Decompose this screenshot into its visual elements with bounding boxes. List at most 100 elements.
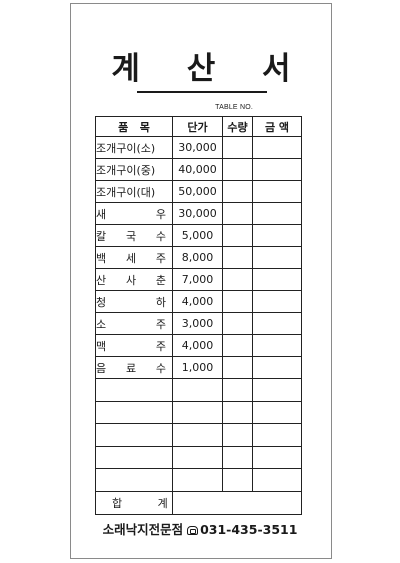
item-price: 4,000 <box>172 334 223 357</box>
total-row: 합 계 <box>95 490 302 515</box>
item-name-char: 새 <box>96 207 107 221</box>
item-amount-cell[interactable] <box>252 202 302 225</box>
item-amount-cell[interactable] <box>252 268 302 291</box>
item-amount-cell[interactable] <box>252 334 302 357</box>
blank-cell[interactable] <box>172 468 223 492</box>
item-price: 7,000 <box>172 268 223 291</box>
blank-cell[interactable] <box>95 445 173 469</box>
blank-row <box>95 468 302 492</box>
item-qty-cell[interactable] <box>222 202 253 225</box>
item-amount-cell[interactable] <box>252 224 302 247</box>
total-amount-cell[interactable] <box>172 490 302 515</box>
item-row: 맥 주 4,000 <box>95 334 302 357</box>
blank-cell[interactable] <box>172 445 223 469</box>
blank-cell[interactable] <box>172 378 223 402</box>
item-name-char: 주 <box>155 251 166 265</box>
item-amount-cell[interactable] <box>252 312 302 335</box>
item-name: 조개구이(소) <box>95 136 173 159</box>
blank-cell[interactable] <box>222 400 253 424</box>
item-price: 8,000 <box>172 246 223 269</box>
item-name-char: 맥 <box>96 339 107 353</box>
header-qty: 수량 <box>222 116 253 137</box>
blank-cell[interactable] <box>222 445 253 469</box>
item-qty-cell[interactable] <box>222 136 253 159</box>
item-qty-cell[interactable] <box>222 268 253 291</box>
blank-cell[interactable] <box>95 468 173 492</box>
blank-row <box>95 423 302 447</box>
item-row: 백 세 주 8,000 <box>95 246 302 269</box>
item-name: 조개구이(대) <box>95 180 173 203</box>
header-row: 품 목 단가 수량 금 액 <box>95 116 302 137</box>
item-qty-cell[interactable] <box>222 224 253 247</box>
item-qty-cell[interactable] <box>222 158 253 181</box>
item-qty-cell[interactable] <box>222 180 253 203</box>
item-name-char: 주 <box>155 339 166 353</box>
item-qty-cell[interactable] <box>222 334 253 357</box>
table-number-label: TABLE NO. <box>215 104 253 111</box>
item-qty-cell[interactable] <box>222 290 253 313</box>
blank-cell[interactable] <box>252 423 302 447</box>
blank-cell[interactable] <box>95 400 173 424</box>
item-name-char: 수 <box>155 361 166 375</box>
item-price: 30,000 <box>172 202 223 225</box>
bill-title: 계 산 서 <box>111 51 309 87</box>
item-name-char: 칼 <box>96 229 107 243</box>
blank-cell[interactable] <box>252 445 302 469</box>
item-name-char: 료 <box>125 361 137 375</box>
item-price: 30,000 <box>172 136 223 159</box>
item-amount-cell[interactable] <box>252 136 302 159</box>
blank-cell[interactable] <box>95 378 173 402</box>
footer: 소래낙지전문점 031-435-3511 <box>60 519 340 538</box>
item-amount-cell[interactable] <box>252 356 302 379</box>
blank-cell[interactable] <box>222 468 253 492</box>
item-price: 5,000 <box>172 224 223 247</box>
blank-cell[interactable] <box>252 468 302 492</box>
item-row: 조개구이(소) 30,000 <box>95 136 302 159</box>
item-name-char: 산 <box>96 273 107 287</box>
item-qty-cell[interactable] <box>222 356 253 379</box>
item-row: 칼 국 수 5,000 <box>95 224 302 247</box>
item-price: 40,000 <box>172 158 223 181</box>
blank-cell[interactable] <box>172 400 223 424</box>
item-amount-cell[interactable] <box>252 180 302 203</box>
item-amount-cell[interactable] <box>252 290 302 313</box>
item-name: 조개구이(중) <box>95 158 173 181</box>
item-name-char: 국 <box>125 229 137 243</box>
blank-cell[interactable] <box>252 378 302 402</box>
header-amount: 금 액 <box>252 116 302 137</box>
blank-cell[interactable] <box>95 423 173 447</box>
item-row: 소 주 3,000 <box>95 312 302 335</box>
item-amount-cell[interactable] <box>252 246 302 269</box>
blank-row <box>95 378 302 402</box>
header-item: 품 목 <box>95 116 173 137</box>
item-row: 조개구이(중) 40,000 <box>95 158 302 181</box>
item-qty-cell[interactable] <box>222 246 253 269</box>
item-name-char: 세 <box>125 251 137 265</box>
item-amount-cell[interactable] <box>252 158 302 181</box>
blank-cell[interactable] <box>172 423 223 447</box>
item-row: 음 료 수 1,000 <box>95 356 302 379</box>
blank-cell[interactable] <box>222 378 253 402</box>
item-row: 청 하 4,000 <box>95 290 302 313</box>
item-price: 3,000 <box>172 312 223 335</box>
blank-cell[interactable] <box>222 423 253 447</box>
item-name-char: 백 <box>96 251 107 265</box>
item-name-text: 조개구이(중) <box>96 163 156 177</box>
blank-row <box>95 445 302 469</box>
item-row: 산 사 춘 7,000 <box>95 268 302 291</box>
item-name-char: 수 <box>155 229 166 243</box>
item-qty-cell[interactable] <box>222 312 253 335</box>
blank-cell[interactable] <box>252 400 302 424</box>
